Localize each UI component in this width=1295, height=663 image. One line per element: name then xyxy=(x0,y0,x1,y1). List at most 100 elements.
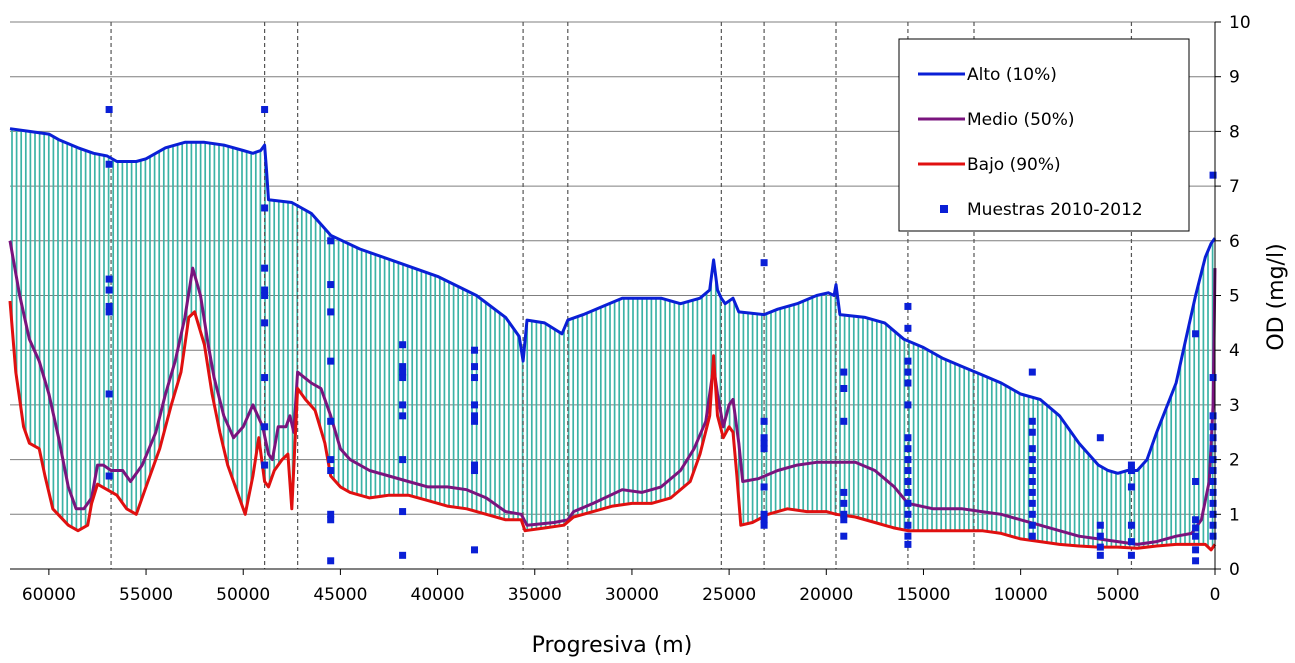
sample-point xyxy=(105,302,113,310)
sample-point xyxy=(1209,412,1217,420)
x-tick-label: 45000 xyxy=(313,585,367,605)
sample-point xyxy=(760,445,768,453)
sample-point xyxy=(1209,434,1217,442)
sample-point xyxy=(760,483,768,491)
sample-point xyxy=(1192,546,1200,554)
sample-point xyxy=(904,510,912,518)
sample-point xyxy=(1192,477,1200,485)
sample-point xyxy=(904,302,912,310)
x-tick-label: 55000 xyxy=(119,585,173,605)
sample-point xyxy=(1192,516,1200,524)
sample-point xyxy=(261,204,269,212)
sample-point xyxy=(1096,532,1104,540)
sample-point xyxy=(904,521,912,529)
y-tick-label: 5 xyxy=(1229,287,1240,307)
sample-point xyxy=(840,532,848,540)
sample-point xyxy=(1192,532,1200,540)
sample-point xyxy=(399,368,407,376)
sample-point xyxy=(327,456,335,464)
sample-points xyxy=(105,106,1217,565)
sample-point xyxy=(399,551,407,559)
sample-point xyxy=(399,412,407,420)
sample-point xyxy=(471,412,479,420)
y-tick-label: 10 xyxy=(1229,13,1251,33)
sample-point xyxy=(840,368,848,376)
sample-point xyxy=(1209,445,1217,453)
sample-point xyxy=(1096,551,1104,559)
sample-point xyxy=(471,546,479,554)
legend-marker-square xyxy=(940,205,948,213)
sample-point xyxy=(904,324,912,332)
sample-point xyxy=(1028,532,1036,540)
series-lines xyxy=(8,127,1217,552)
sample-point xyxy=(840,384,848,392)
legend: Alto (10%) Medio (50%) Bajo (90%) Muestras … xyxy=(898,38,1190,232)
sample-point xyxy=(1028,428,1036,436)
sample-point xyxy=(904,379,912,387)
x-tick-label: 5000 xyxy=(1096,585,1139,605)
sample-point xyxy=(1209,374,1217,382)
sample-point xyxy=(1209,499,1217,507)
axes xyxy=(10,21,1221,575)
sample-point xyxy=(760,439,768,447)
sample-point xyxy=(105,472,113,480)
sample-point xyxy=(1028,445,1036,453)
sample-point xyxy=(1209,423,1217,431)
sample-point xyxy=(1096,434,1104,442)
sample-point xyxy=(327,516,335,524)
sample-point xyxy=(1209,510,1217,518)
sample-point xyxy=(904,499,912,507)
sample-point xyxy=(904,357,912,365)
legend-label: Alto (10%) xyxy=(967,65,1057,85)
sample-point xyxy=(261,423,269,431)
sample-point xyxy=(1028,417,1036,425)
sample-point xyxy=(327,557,335,565)
legend-label: Muestras 2010-2012 xyxy=(967,200,1143,220)
sample-point xyxy=(904,456,912,464)
x-tick-label: 25000 xyxy=(702,585,756,605)
sample-point xyxy=(904,401,912,409)
sample-point xyxy=(904,445,912,453)
sample-point xyxy=(261,461,269,469)
x-axis-title: Progresiva (m) xyxy=(532,633,693,658)
y-tick-label: 2 xyxy=(1229,451,1240,471)
sample-point xyxy=(399,374,407,382)
sample-point xyxy=(840,510,848,518)
sample-point xyxy=(471,401,479,409)
sample-point xyxy=(1028,488,1036,496)
sample-point xyxy=(760,259,768,267)
sample-point xyxy=(1127,461,1135,469)
y-tick-label: 8 xyxy=(1229,122,1240,142)
sample-point xyxy=(471,467,479,475)
sample-point xyxy=(261,286,269,294)
x-tick-label: 10000 xyxy=(994,585,1048,605)
sample-point xyxy=(327,417,335,425)
sample-point xyxy=(1096,521,1104,529)
sample-point xyxy=(1209,532,1217,540)
sample-point xyxy=(327,510,335,518)
y-tick-label: 3 xyxy=(1229,396,1240,416)
sample-point xyxy=(760,434,768,442)
x-tick-label: 15000 xyxy=(896,585,950,605)
sample-point xyxy=(760,521,768,529)
sample-point xyxy=(399,363,407,371)
sample-point xyxy=(1127,521,1135,529)
sample-point xyxy=(261,319,269,327)
sample-point xyxy=(1209,477,1217,485)
sample-point xyxy=(471,461,479,469)
y-tick-label: 4 xyxy=(1229,341,1240,361)
sample-point xyxy=(840,417,848,425)
sample-point xyxy=(1028,499,1036,507)
sample-point xyxy=(327,357,335,365)
sample-point xyxy=(327,281,335,289)
series-line-bajo xyxy=(8,300,1217,552)
x-axis-tick-labels: 60000 55000 50000 45000 40000 35000 30000 25000… xyxy=(22,585,1221,605)
sample-point xyxy=(399,456,407,464)
sample-point xyxy=(1209,171,1217,179)
sample-point xyxy=(904,532,912,540)
sample-point xyxy=(1209,521,1217,529)
sample-point xyxy=(760,516,768,524)
sample-point xyxy=(471,346,479,354)
sample-point xyxy=(1028,510,1036,518)
